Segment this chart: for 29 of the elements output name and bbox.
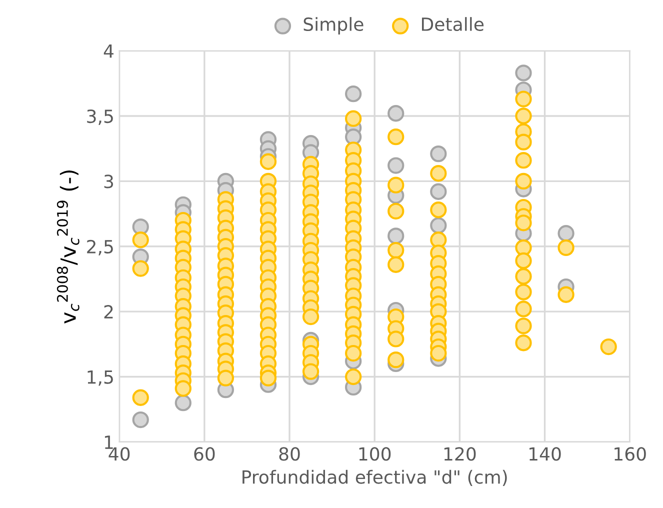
point (388, 105, 404, 122)
y-tick-label: 1 (104, 436, 113, 449)
y-tick-label: 3 (104, 174, 114, 188)
point (132, 411, 149, 428)
x-tick-label: 40 (108, 447, 130, 461)
point (430, 183, 447, 200)
point (388, 228, 404, 244)
x-tick-label: 140 (530, 447, 561, 461)
point (515, 64, 532, 82)
x-axis-title: Profundidad efectiva "d" (cm) (242, 470, 507, 486)
y-tick-label: 1,5 (88, 370, 113, 386)
legend-label: Detalle (422, 17, 484, 32)
legend-label: Simple (304, 17, 364, 35)
x-tick-label: 80 (279, 447, 300, 461)
x-tick-label: 100 (359, 447, 391, 461)
point (174, 394, 192, 412)
point (558, 225, 574, 242)
point (344, 86, 362, 102)
x-tick-label: 60 (194, 447, 215, 461)
y-tick-label: 2,5 (87, 240, 113, 256)
y-tick-label: 2 (104, 305, 113, 318)
x-tick-label: 160 (614, 447, 646, 461)
x-tick-label: 120 (444, 447, 476, 461)
y-axis-title: v$_{c}$$^{2008}$/v$_{c}$$^{2019}$ (-) (56, 170, 80, 324)
point (430, 145, 447, 162)
point (430, 217, 447, 234)
point (388, 157, 404, 174)
y-tick-label: 4 (104, 44, 114, 58)
y-tick-label: 3,5 (87, 109, 113, 125)
